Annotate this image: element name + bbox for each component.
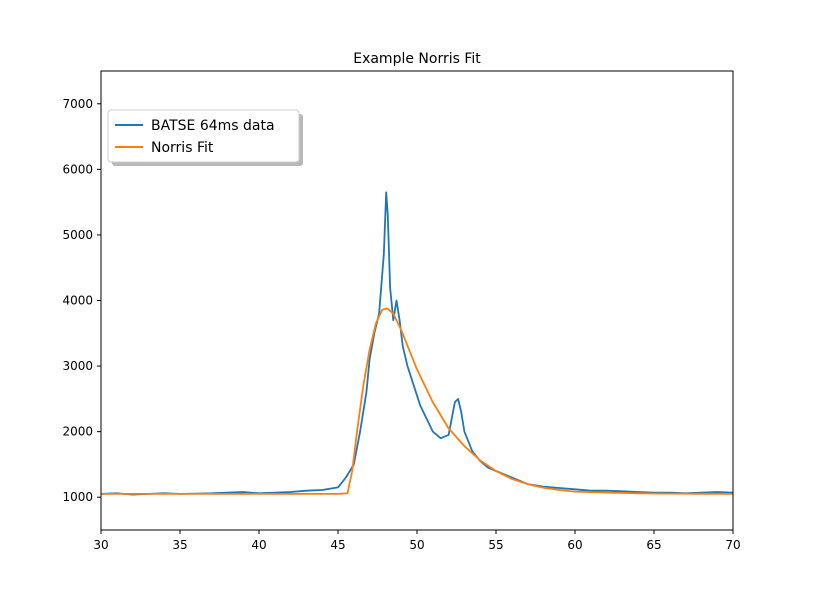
y-tick-label: 6000 bbox=[62, 162, 93, 176]
x-tick-label: 55 bbox=[488, 538, 503, 552]
y-tick-label: 2000 bbox=[62, 425, 93, 439]
x-tick-label: 60 bbox=[567, 538, 582, 552]
legend: BATSE 64ms data Norris Fit bbox=[107, 109, 303, 166]
x-tick-label: 30 bbox=[93, 538, 108, 552]
series-line-norris bbox=[101, 307, 734, 495]
y-tick-label: 1000 bbox=[62, 490, 93, 504]
legend-label-batse: BATSE 64ms data bbox=[151, 118, 275, 134]
y-tick-label: 5000 bbox=[62, 228, 93, 242]
chart-title: Example Norris Fit bbox=[353, 51, 481, 67]
legend-label-norris: Norris Fit bbox=[151, 140, 214, 156]
y-tick-label: 4000 bbox=[62, 294, 93, 308]
x-tick-label: 50 bbox=[409, 538, 424, 552]
series-line-batse bbox=[100, 191, 734, 496]
plot-marks bbox=[100, 191, 734, 496]
legend-box bbox=[107, 109, 300, 163]
x-tick-label: 40 bbox=[251, 538, 266, 552]
x-tick-label: 65 bbox=[646, 538, 661, 552]
x-tick-label: 70 bbox=[725, 538, 740, 552]
x-tick-label: 35 bbox=[172, 538, 187, 552]
x-tick-label: 45 bbox=[330, 538, 345, 552]
y-tick-label: 3000 bbox=[62, 359, 93, 373]
plot-frame bbox=[100, 70, 734, 531]
x-axis: 30 35 40 45 50 55 60 65 70 bbox=[93, 530, 741, 552]
y-axis: 1000 2000 3000 4000 5000 6000 7000 bbox=[62, 97, 101, 504]
y-tick-label: 7000 bbox=[62, 97, 93, 111]
